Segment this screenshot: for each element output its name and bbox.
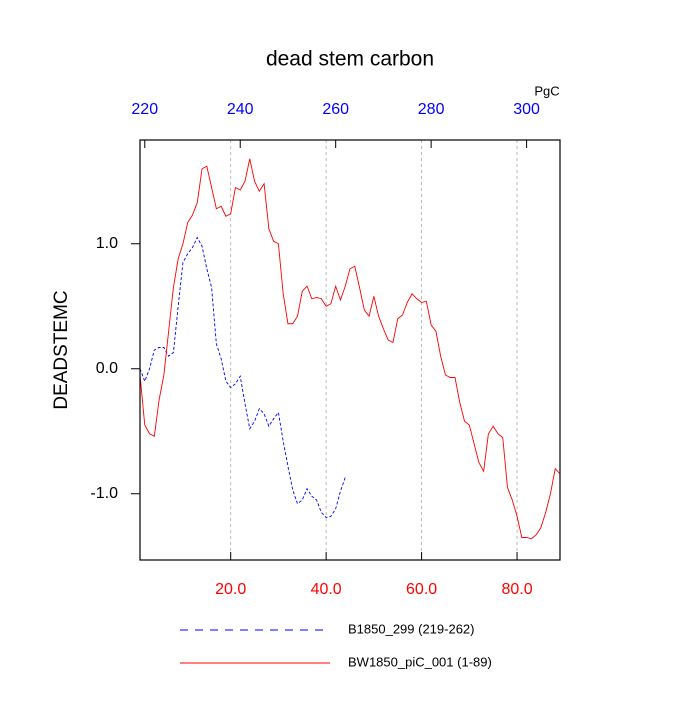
y-tick-label: -1.0 (90, 485, 118, 502)
series-line (139, 158, 561, 540)
y-tick-label: 0.0 (96, 360, 118, 377)
x2-tick-label: 300 (513, 101, 540, 118)
x2-tick-label: 220 (131, 101, 158, 118)
y-tick-label: 1.0 (96, 235, 118, 252)
plot-frame (139, 139, 561, 561)
x-tick-label: 40.0 (311, 581, 342, 598)
x-tick-label: 60.0 (406, 581, 437, 598)
x-tick-label: 20.0 (215, 581, 246, 598)
x2-tick-label: 260 (322, 101, 349, 118)
y-axis-label: DEADSTEMC (51, 290, 72, 409)
chart-title: dead stem carbon (266, 48, 434, 71)
x2-tick-label: 240 (227, 101, 254, 118)
x2-axis-label: PgC (534, 83, 559, 98)
x2-tick-label: 280 (418, 101, 445, 118)
series-line (139, 236, 346, 519)
x-tick-label: 80.0 (501, 581, 532, 598)
legend-label: BW1850_piC_001 (1-89) (348, 654, 492, 669)
legend-label: B1850_299 (219-262) (348, 621, 475, 636)
